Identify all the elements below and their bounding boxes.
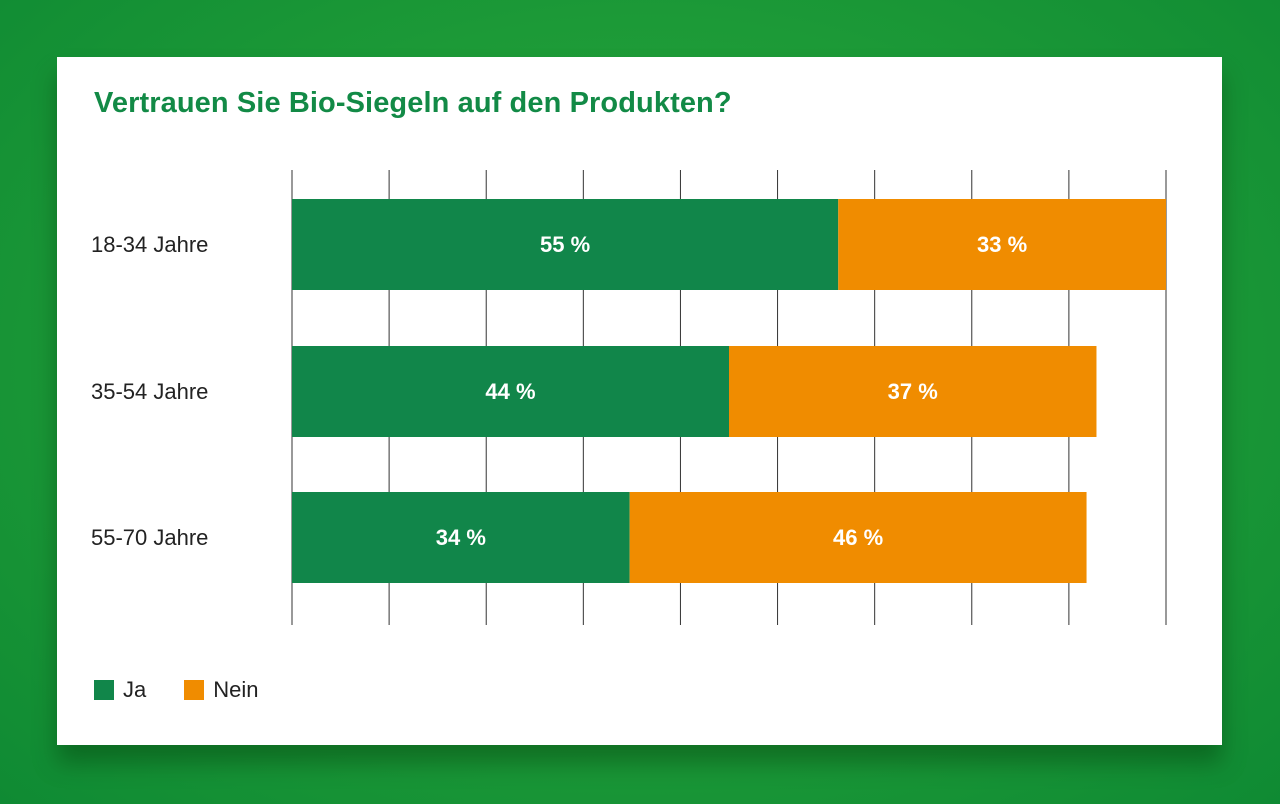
bar-chart: 55 % 33 % 44 % 37 % 34 % 46 % 18-34 Jahre 35-5…: [91, 170, 1167, 625]
legend-label-nein: Nein: [213, 677, 259, 702]
legend: Ja Nein: [94, 677, 259, 703]
bar-ja-3: [292, 492, 630, 583]
value-label-nein-2: 37 %: [888, 379, 938, 404]
value-label-ja-1: 55 %: [540, 232, 590, 257]
legend-swatch-ja: [94, 680, 114, 700]
category-labels: 18-34 Jahre 35-54 Jahre 55-70 Jahre: [91, 232, 208, 550]
bars: [292, 199, 1166, 583]
value-label-nein-1: 33 %: [977, 232, 1027, 257]
legend-label-ja: Ja: [123, 677, 147, 702]
bar-ja-1: [292, 199, 839, 290]
value-label-ja-3: 34 %: [436, 525, 486, 550]
bar-nein-1: [838, 199, 1166, 290]
category-label-3: 55-70 Jahre: [91, 525, 208, 550]
legend-item-ja: Ja: [94, 677, 146, 703]
chart-title: Vertrauen Sie Bio-Siegeln auf den Produk…: [94, 87, 732, 119]
category-label-1: 18-34 Jahre: [91, 232, 208, 257]
value-labels: 55 % 33 % 44 % 37 % 34 % 46 %: [436, 232, 1027, 550]
legend-item-nein: Nein: [184, 677, 259, 703]
bar-nein-2: [729, 346, 1097, 437]
value-label-nein-3: 46 %: [833, 525, 883, 550]
legend-swatch-nein: [184, 680, 205, 700]
bar-ja-2: [292, 346, 729, 437]
bar-nein-3: [629, 492, 1087, 583]
value-label-ja-2: 44 %: [485, 379, 535, 404]
category-label-2: 35-54 Jahre: [91, 379, 208, 404]
chart-card: Vertrauen Sie Bio-Siegeln auf den Produk…: [57, 57, 1222, 745]
